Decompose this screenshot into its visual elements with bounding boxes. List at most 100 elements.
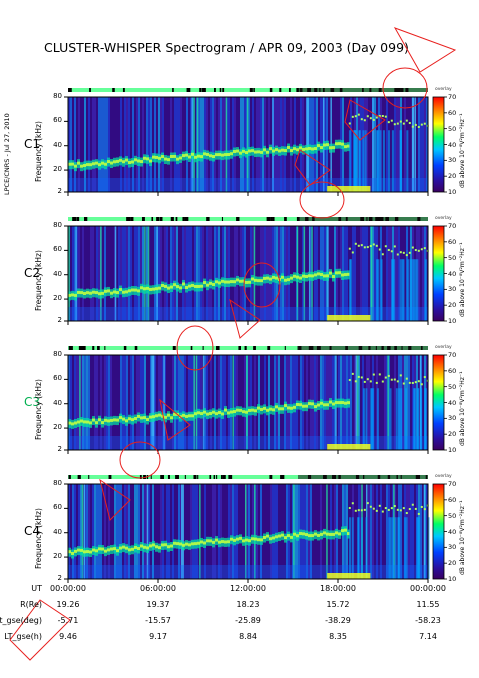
y-tick-label: 60: [53, 374, 62, 383]
y-tick-label: 20: [53, 423, 62, 432]
colorbar-tick-label: 70: [448, 222, 457, 230]
ephemeris-value: 8.35: [329, 632, 347, 641]
colorbar-tick-label: 50: [448, 382, 457, 391]
colorbar-tick-label: 60: [448, 108, 457, 117]
colorbar-tick-label: 50: [448, 511, 457, 520]
ephemeris-value: 19.26: [56, 600, 80, 609]
colorbar-tick-label: 30: [448, 414, 457, 423]
ephemeris-value: 06:00:00: [140, 584, 176, 593]
ephemeris-value: -58.23: [415, 616, 441, 625]
y-tick-label: 60: [53, 245, 62, 254]
colorbar-tick-label: 10: [448, 446, 457, 454]
y-tick-label: 80: [53, 350, 62, 358]
y-tick-label: 40: [53, 527, 62, 536]
colorbar-tick-label: 40: [448, 269, 457, 278]
y-tick-label: 40: [53, 269, 62, 278]
colorbar-tick-label: 20: [448, 559, 457, 568]
ephemeris-value: 18.23: [236, 600, 260, 609]
status-bar: [68, 217, 428, 221]
ephem-label-ut: UT: [31, 584, 42, 593]
ephemeris-value: -25.89: [235, 616, 261, 625]
colorbar-tick-label: 30: [448, 285, 457, 294]
panel-c3: [64, 346, 447, 454]
panel-label-c4: C4: [24, 523, 41, 538]
y-tick-label: 2: [57, 574, 62, 582]
colorbar-c2: [432, 225, 447, 322]
colorbar-tick-label: 30: [448, 156, 457, 165]
colorbar-label: dB above 10⁻⁸V²m⁻²Hz⁻¹: [459, 500, 466, 575]
colorbar-tick-label: 50: [448, 253, 457, 262]
spectrogram-c2: [68, 226, 429, 321]
colorbar-tick-label: 20: [448, 301, 457, 310]
y-tick-label: 60: [53, 503, 62, 512]
panel-label-c1: C1: [24, 136, 41, 151]
ephemeris-value: 9.46: [59, 632, 77, 641]
ephemeris-value: 11.55: [416, 600, 440, 609]
y-axis-label: Frequency (kHz): [34, 508, 43, 569]
spectrogram-c4: [68, 484, 430, 579]
annotation-scribble: [9, 27, 457, 661]
panel-c1: [64, 88, 447, 196]
colorbar-tick-label: 60: [448, 495, 457, 504]
ephemeris-value: 00:00:00: [410, 584, 446, 593]
colorbar-tick-label: 40: [448, 527, 457, 536]
y-axis-label: Frequency (kHz): [34, 121, 43, 182]
overlay-label: overlay: [435, 474, 452, 479]
y-tick-label: 80: [53, 92, 62, 100]
panel-c2: [64, 217, 447, 325]
ephem-label-lt: LT_gse(h): [4, 632, 42, 641]
y-tick-label: 20: [53, 165, 62, 174]
colorbar-tick-label: 70: [448, 93, 457, 101]
overlay-label: overlay: [435, 216, 452, 221]
ephemeris-value: 00:00:00: [50, 584, 86, 593]
ephem-label-lat: Lat_gse(deg): [0, 616, 42, 625]
colorbar-tick-label: 60: [448, 366, 457, 375]
y-axis-label: Frequency (kHz): [34, 250, 43, 311]
y-tick-label: 2: [57, 445, 62, 453]
colorbar-tick-label: 50: [448, 124, 457, 133]
colorbar-label: dB above 10⁻⁸V²m⁻²Hz⁻¹: [459, 242, 466, 317]
colorbar-tick-label: 60: [448, 237, 457, 246]
status-bar: [68, 346, 428, 350]
chart-title: CLUSTER-WHISPER Spectrogram / APR 09, 20…: [44, 40, 409, 55]
colorbar-tick-label: 10: [448, 575, 457, 583]
colorbar-tick-label: 20: [448, 430, 457, 439]
y-tick-label: 80: [53, 221, 62, 229]
colorbar-c4: [432, 483, 447, 580]
colorbar-tick-label: 70: [448, 480, 457, 488]
panel-label-c2: C2: [24, 265, 41, 280]
colorbar-tick-label: 30: [448, 543, 457, 552]
ephemeris-value: 12:00:00: [230, 584, 266, 593]
spectrogram-c1: [68, 97, 429, 192]
overlay-label: overlay: [435, 345, 452, 350]
ephemeris-value: 8.84: [239, 632, 257, 641]
status-bar: [68, 475, 428, 479]
panel-c4: [64, 475, 447, 583]
colorbar-tick-label: 40: [448, 398, 457, 407]
colorbar-tick-label: 40: [448, 140, 457, 149]
colorbar-tick-label: 10: [448, 317, 457, 325]
ephemeris-value: -5.71: [57, 616, 79, 625]
colorbar-tick-label: 20: [448, 172, 457, 181]
ephemeris-value: 7.14: [419, 632, 437, 641]
y-tick-label: 80: [53, 479, 62, 487]
y-tick-label: 60: [53, 116, 62, 125]
status-bar: [68, 88, 428, 92]
colorbar-label: dB above 10⁻⁸V²m⁻²Hz⁻¹: [459, 113, 466, 188]
colorbar-tick-label: 10: [448, 188, 457, 196]
ephemeris-value: -38.29: [325, 616, 351, 625]
overlay-label: overlay: [435, 87, 452, 92]
colorbar-tick-label: 70: [448, 351, 457, 359]
y-tick-label: 40: [53, 140, 62, 149]
ephemeris-value: 9.17: [149, 632, 167, 641]
colorbar-c3: [432, 354, 447, 451]
ephemeris-value: -15.57: [145, 616, 171, 625]
y-tick-label: 40: [53, 398, 62, 407]
colorbar-c1: [432, 96, 447, 193]
y-tick-label: 2: [57, 316, 62, 324]
y-tick-label: 20: [53, 552, 62, 561]
y-tick-label: 2: [57, 187, 62, 195]
ephemeris-value: 19.37: [146, 600, 170, 609]
ephem-label-r: R(Re): [20, 600, 42, 609]
